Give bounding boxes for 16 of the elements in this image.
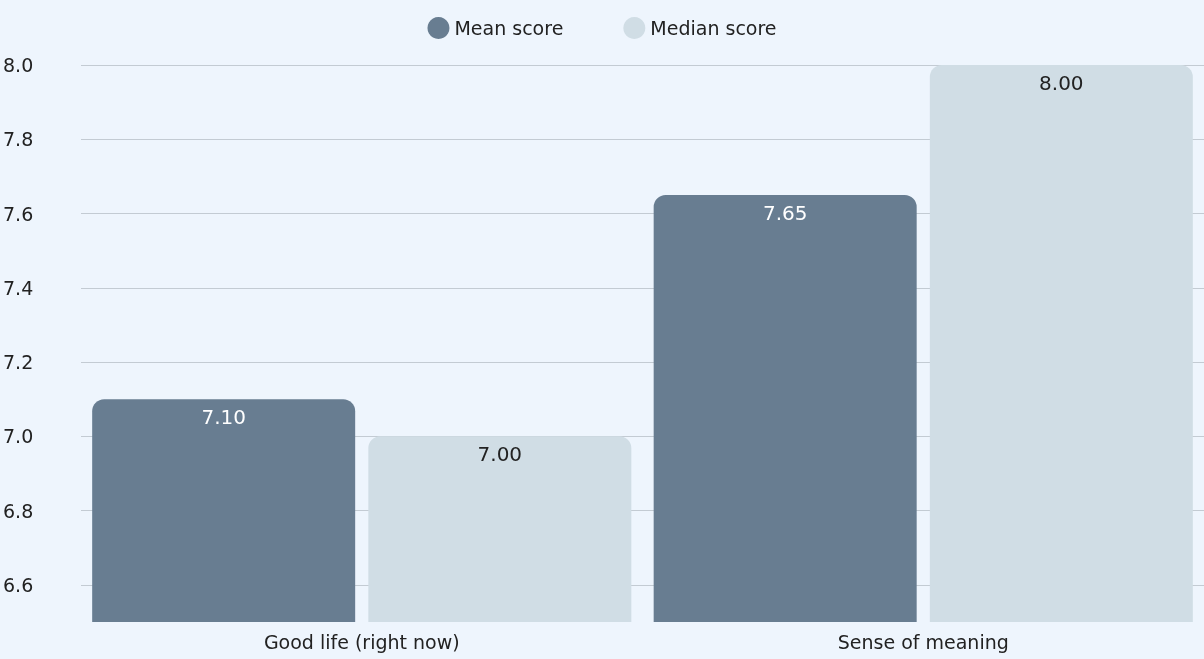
y-tick-label: 6.8 bbox=[3, 499, 34, 522]
y-tick-label: 7.6 bbox=[3, 202, 34, 225]
data-label: 8.00 bbox=[1039, 71, 1084, 95]
y-tick-label: 8.0 bbox=[3, 54, 34, 76]
data-label: 7.10 bbox=[201, 405, 246, 430]
data-label: 7.65 bbox=[762, 200, 808, 225]
y-tick-label: 7.4 bbox=[3, 276, 34, 299]
y-tick-label: 7.0 bbox=[3, 425, 34, 448]
x-tick-label: Good life (right now) bbox=[263, 630, 460, 653]
y-tick-label: 6.6 bbox=[3, 573, 34, 596]
legend-label: Median score bbox=[650, 17, 777, 39]
y-tick-label: 7.8 bbox=[3, 128, 34, 151]
data-label: 7.00 bbox=[477, 442, 523, 467]
legend-label: Mean score bbox=[454, 17, 564, 39]
x-tick-label: Sense of meaning bbox=[837, 630, 1009, 653]
y-tick-label: 7.2 bbox=[3, 351, 34, 374]
